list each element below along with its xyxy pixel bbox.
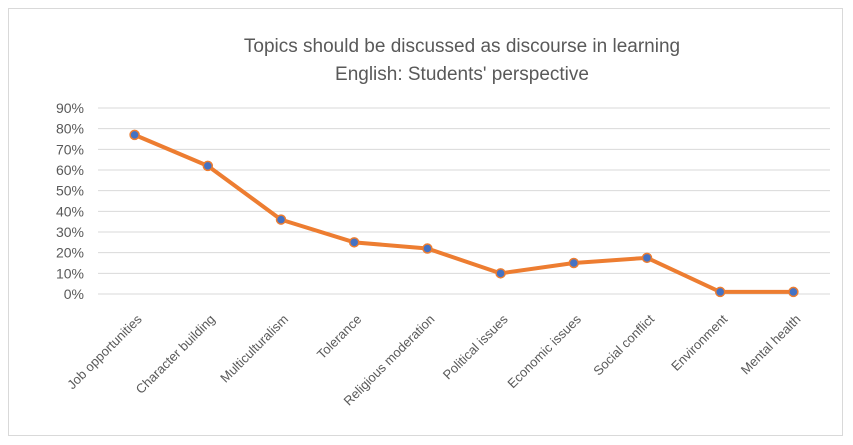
data-point (641, 252, 653, 264)
y-tick-label: 60% (56, 162, 84, 178)
y-axis-ticks: 0% 10% 20% 30% 40% 50% 60% 70% 80% 90% (56, 100, 84, 302)
y-tick-label: 20% (56, 245, 84, 261)
data-point (129, 129, 140, 141)
chart-title-line-2: English: Students' perspective (335, 64, 589, 85)
data-point (348, 237, 360, 248)
y-tick-label: 90% (56, 100, 84, 116)
y-tick-label: 80% (56, 121, 84, 137)
x-category-label: Multiculturalism (217, 312, 291, 386)
data-point (495, 268, 506, 279)
x-category-label: Character building (133, 312, 218, 397)
x-category-label: Political issues (440, 311, 511, 382)
gridlines (98, 107, 830, 295)
y-tick-label: 40% (56, 203, 84, 219)
chart-frame (8, 8, 843, 436)
y-tick-label: 70% (56, 141, 84, 157)
data-point (202, 160, 214, 172)
x-category-label: Social conflict (590, 311, 657, 378)
data-point (714, 286, 726, 298)
y-tick-label: 30% (56, 224, 84, 240)
x-category-label: Tolerance (314, 312, 364, 362)
x-category-label: Job opportunities (64, 311, 145, 392)
data-point (788, 286, 799, 298)
data-point (275, 214, 287, 225)
series-group (129, 129, 799, 298)
x-category-label: Environment (668, 311, 730, 373)
y-tick-label: 0% (64, 286, 84, 302)
data-point (422, 243, 433, 254)
x-category-label: Economic issues (504, 311, 584, 391)
x-category-label: Mental health (738, 312, 804, 378)
series-line (132, 132, 796, 294)
y-tick-label: 50% (56, 183, 84, 199)
y-tick-label: 10% (56, 265, 84, 281)
data-point (568, 257, 580, 269)
chart-title-line-1: Topics should be discussed as discourse … (244, 36, 680, 57)
